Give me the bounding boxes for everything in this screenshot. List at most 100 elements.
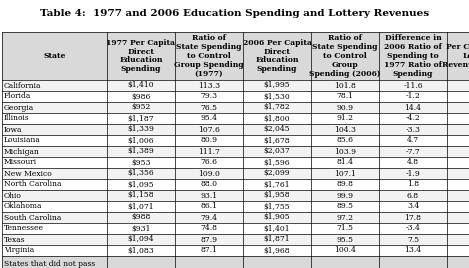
Text: States that did not pass
Lottery      1977-2006
(Control Group): States that did not pass Lottery 1977-20… <box>4 260 95 268</box>
Bar <box>2 179 469 190</box>
Text: 3.4: 3.4 <box>407 203 419 210</box>
Text: 99.9: 99.9 <box>336 192 354 199</box>
Bar <box>2 113 469 124</box>
Text: $2,045: $2,045 <box>264 125 290 133</box>
Text: 95.5: 95.5 <box>336 236 354 244</box>
Text: $1,401: $1,401 <box>264 225 290 233</box>
Text: $952: $952 <box>131 103 151 111</box>
Text: 90.9: 90.9 <box>336 103 354 111</box>
Text: $931: $931 <box>131 225 151 233</box>
Text: $953: $953 <box>131 158 151 166</box>
Text: 113.3: 113.3 <box>198 81 220 90</box>
Text: Virginia: Virginia <box>4 247 34 255</box>
Text: 71.5: 71.5 <box>336 225 354 233</box>
Text: 91.2: 91.2 <box>336 114 354 122</box>
Text: $1,094: $1,094 <box>128 236 154 244</box>
Text: 79.3: 79.3 <box>200 92 218 100</box>
Text: $1,678: $1,678 <box>264 136 290 144</box>
Text: 1.8: 1.8 <box>407 181 419 188</box>
Text: Table 4:  1977 and 2006 Education Spending and Lottery Revenues: Table 4: 1977 and 2006 Education Spendin… <box>40 9 429 18</box>
Text: New Mexico: New Mexico <box>4 169 52 177</box>
Text: $1,596: $1,596 <box>264 158 290 166</box>
Text: 6.8: 6.8 <box>407 192 419 199</box>
Text: 74.8: 74.8 <box>201 225 218 233</box>
Text: -1.9: -1.9 <box>406 169 420 177</box>
Text: $1,158: $1,158 <box>128 192 154 199</box>
Bar <box>2 256 469 268</box>
Text: 95.4: 95.4 <box>201 114 218 122</box>
Text: 80.9: 80.9 <box>201 136 218 144</box>
Text: 85.6: 85.6 <box>336 136 354 144</box>
Text: Florida: Florida <box>4 92 31 100</box>
Text: 93.1: 93.1 <box>200 192 218 199</box>
Text: $1,800: $1,800 <box>264 114 290 122</box>
Bar <box>2 212 469 223</box>
Text: 86.1: 86.1 <box>201 203 218 210</box>
Text: $1,187: $1,187 <box>128 114 154 122</box>
Text: 87.9: 87.9 <box>201 236 218 244</box>
Text: $988: $988 <box>131 214 151 221</box>
Text: 13.4: 13.4 <box>404 247 422 255</box>
Text: $1,905: $1,905 <box>264 214 290 221</box>
Text: $1,083: $1,083 <box>128 247 154 255</box>
Text: 4.7: 4.7 <box>407 136 419 144</box>
Bar <box>2 91 469 102</box>
Text: $1,782: $1,782 <box>264 103 290 111</box>
Bar <box>2 102 469 113</box>
Text: 88.0: 88.0 <box>201 181 218 188</box>
Text: -3.4: -3.4 <box>406 225 420 233</box>
Text: 111.7: 111.7 <box>198 147 220 155</box>
Bar <box>2 80 469 91</box>
Text: $1,761: $1,761 <box>264 181 290 188</box>
Text: $1,095: $1,095 <box>128 181 154 188</box>
Text: 76.5: 76.5 <box>201 103 218 111</box>
Text: Ratio of
State Spending
to Control
Group Spending
(1977): Ratio of State Spending to Control Group… <box>174 34 244 78</box>
Bar <box>2 245 469 256</box>
Bar <box>2 168 469 179</box>
Text: 100.4: 100.4 <box>334 247 356 255</box>
Text: $1,995: $1,995 <box>264 81 290 90</box>
Bar <box>2 124 469 135</box>
Text: 14.4: 14.4 <box>404 103 422 111</box>
Text: $1,968: $1,968 <box>264 247 290 255</box>
Text: Michigan: Michigan <box>4 147 40 155</box>
Text: 101.8: 101.8 <box>334 81 356 90</box>
Text: -1.2: -1.2 <box>406 92 420 100</box>
Text: California: California <box>4 81 41 90</box>
Text: -4.2: -4.2 <box>406 114 420 122</box>
Text: 107.6: 107.6 <box>198 125 220 133</box>
Text: Georgia: Georgia <box>4 103 34 111</box>
Text: 97.2: 97.2 <box>336 214 354 221</box>
Text: Oklahoma: Oklahoma <box>4 203 43 210</box>
Text: -11.6: -11.6 <box>403 81 423 90</box>
Text: $2,037: $2,037 <box>264 147 290 155</box>
Bar <box>2 201 469 212</box>
Text: $2,099: $2,099 <box>264 169 290 177</box>
Text: $1,389: $1,389 <box>128 147 154 155</box>
Text: 87.1: 87.1 <box>201 247 218 255</box>
Bar <box>2 135 469 146</box>
Bar <box>2 223 469 234</box>
Text: $1,871: $1,871 <box>264 236 290 244</box>
Text: 81.4: 81.4 <box>336 158 354 166</box>
Text: South Carolina: South Carolina <box>4 214 61 221</box>
Text: -3.3: -3.3 <box>406 125 421 133</box>
Text: Difference in
2006 Ratio of
Spending to
1977 Ratio of
Spending: Difference in 2006 Ratio of Spending to … <box>384 34 442 78</box>
Text: Illinois: Illinois <box>4 114 30 122</box>
Text: State: State <box>43 52 66 60</box>
Text: 103.9: 103.9 <box>334 147 356 155</box>
Bar <box>2 234 469 245</box>
Text: Ohio: Ohio <box>4 192 22 199</box>
Text: North Carolina: North Carolina <box>4 181 61 188</box>
Text: $986: $986 <box>131 92 151 100</box>
Text: $1,356: $1,356 <box>128 169 154 177</box>
Text: $1,530: $1,530 <box>264 92 290 100</box>
Text: 7.5: 7.5 <box>407 236 419 244</box>
Text: $1,339: $1,339 <box>128 125 154 133</box>
Text: $1,071: $1,071 <box>128 203 154 210</box>
Text: 17.8: 17.8 <box>404 214 422 221</box>
Text: 4.8: 4.8 <box>407 158 419 166</box>
Text: 109.0: 109.0 <box>198 169 220 177</box>
Text: 76.6: 76.6 <box>201 158 218 166</box>
Text: $1,006: $1,006 <box>128 136 154 144</box>
